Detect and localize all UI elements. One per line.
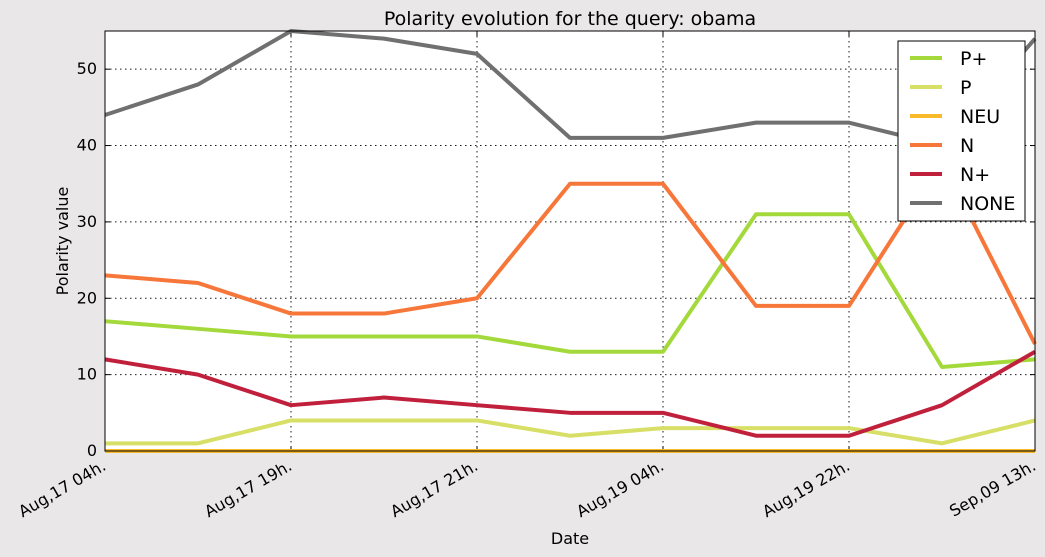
series-line-p-plus bbox=[104, 212, 1036, 369]
x-tick-label: Aug,17 04h. bbox=[15, 456, 109, 521]
legend-label: N bbox=[960, 135, 974, 157]
plot-area bbox=[105, 31, 1035, 451]
y-tick-label: 50 bbox=[77, 59, 97, 78]
chart-title: Polarity evolution for the query: obama bbox=[384, 8, 756, 30]
legend-box bbox=[897, 40, 1026, 222]
legend-label: P+ bbox=[960, 48, 987, 70]
y-axis-label: Polarity value bbox=[53, 187, 72, 296]
legend-label: NONE bbox=[960, 193, 1015, 215]
grid bbox=[105, 31, 1035, 451]
x-tick-label: Sep,09 13h. bbox=[946, 456, 1039, 521]
y-tick-label: 30 bbox=[77, 212, 97, 231]
series-line-n bbox=[104, 158, 1037, 345]
series-line-n-plus bbox=[104, 349, 1036, 438]
series-line-none bbox=[104, 29, 1037, 148]
legend: P+ P NEU N N+ NONE bbox=[897, 40, 1026, 222]
y-tick-label: 0 bbox=[87, 441, 97, 460]
legend-label: P bbox=[960, 77, 971, 99]
legend-label: N+ bbox=[960, 164, 990, 186]
y-tick-label: 40 bbox=[77, 136, 97, 155]
x-tick-label: Aug,17 19h. bbox=[201, 456, 295, 521]
plot-frame bbox=[104, 30, 1036, 452]
x-axis-label: Date bbox=[551, 529, 589, 548]
y-tick-label: 10 bbox=[77, 365, 97, 384]
x-tick-label: Aug,19 04h. bbox=[573, 456, 667, 521]
x-tick-label: Aug,19 22h. bbox=[759, 456, 853, 521]
x-tick-label: Aug,17 21h. bbox=[387, 456, 481, 521]
y-tick-label: 20 bbox=[77, 288, 97, 307]
series-line-p bbox=[105, 418, 1036, 446]
legend-label: NEU bbox=[960, 106, 1000, 128]
